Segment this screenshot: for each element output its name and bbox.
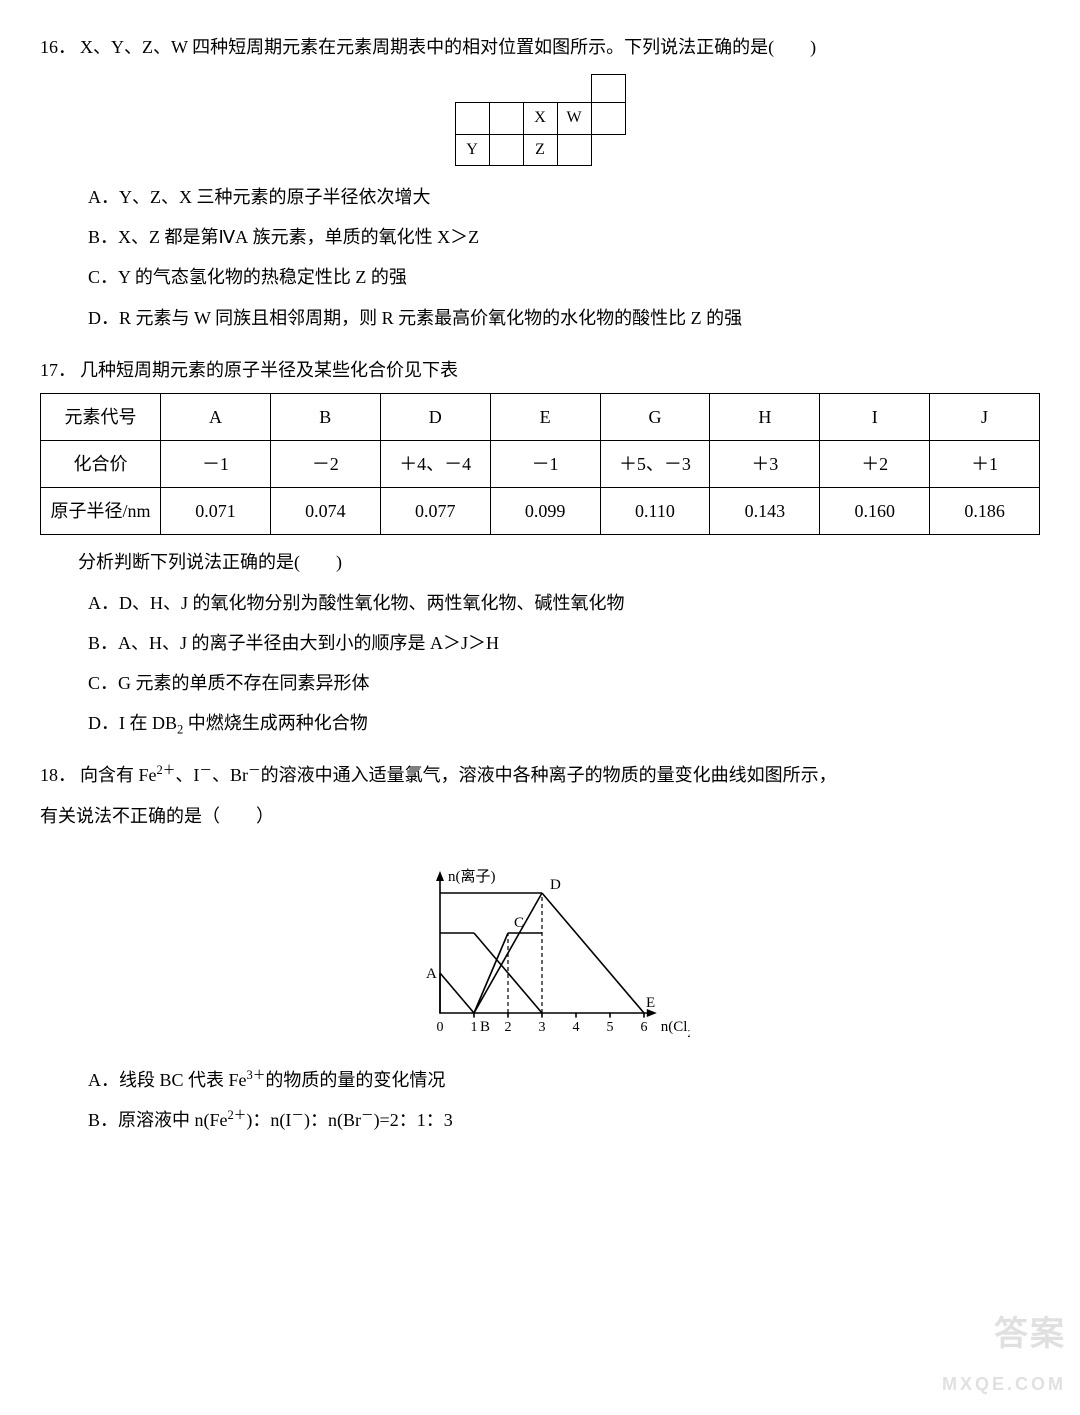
svg-text:4: 4	[573, 1020, 580, 1035]
q17-text: 几种短周期元素的原子半径及某些化合价见下表	[80, 353, 1040, 387]
cell-Y: Y	[455, 134, 489, 165]
q17-table: 元素代号 A B D E G H I J 化合价 －1 －2 ＋4、－4 －1 …	[40, 393, 1040, 536]
q16-option-C: C．Y 的气态氢化物的热稳定性比 Z 的强	[88, 260, 1040, 294]
q17-option-C: C．G 元素的单质不存在同素异形体	[88, 666, 1040, 700]
cell-X: X	[523, 103, 557, 134]
q16-option-B: B．X、Z 都是第ⅣA 族元素，单质的氧化性 X＞Z	[88, 220, 1040, 254]
q17-prompt: 分析判断下列说法正确的是( )	[78, 545, 1040, 579]
q17-stem: 17． 几种短周期元素的原子半径及某些化合价见下表	[40, 353, 1040, 387]
hdr-element-code: 元素代号	[41, 393, 161, 440]
q18-text: 向含有 Fe2＋、I－、Br－的溶液中通入适量氯气，溶液中各种离子的物质的量变化…	[80, 758, 1040, 792]
q16-option-D: D．R 元素与 W 同族且相邻周期，则 R 元素最高价氧化物的水化物的酸性比 Z…	[88, 301, 1040, 335]
q16-periodic-diagram: X W Y Z	[40, 74, 1040, 166]
q16-options: A．Y、Z、X 三种元素的原子半径依次增大 B．X、Z 都是第ⅣA 族元素，单质…	[40, 180, 1040, 335]
q17-header-row: 元素代号 A B D E G H I J	[41, 393, 1040, 440]
q17-options: 分析判断下列说法正确的是( ) A．D、H、J 的氧化物分别为酸性氧化物、两性氧…	[40, 545, 1040, 740]
svg-text:B: B	[480, 1019, 490, 1035]
q18-chart: 0 1 2 3 4 5 6 A B C D En(离子) n(Cl2)	[40, 845, 1040, 1045]
svg-text:A: A	[426, 966, 437, 982]
q17-option-D: D．I 在 DB2 中燃烧生成两种化合物	[88, 706, 1040, 740]
svg-text:3: 3	[539, 1020, 546, 1035]
q18-option-A: A．线段 BC 代表 Fe3＋的物质的量的变化情况	[88, 1063, 1040, 1097]
svg-text:2: 2	[505, 1020, 512, 1035]
q18-options: A．线段 BC 代表 Fe3＋的物质的量的变化情况 B．原溶液中 n(Fe2＋)…	[40, 1063, 1040, 1137]
svg-text:5: 5	[607, 1020, 614, 1035]
q17-radius-row: 原子半径/nm 0.071 0.074 0.077 0.099 0.110 0.…	[41, 488, 1040, 535]
question-17: 17． 几种短周期元素的原子半径及某些化合价见下表 元素代号 A B D E G…	[40, 353, 1040, 741]
q18-stem: 18． 向含有 Fe2＋、I－、Br－的溶液中通入适量氯气，溶液中各种离子的物质…	[40, 758, 1040, 792]
question-18: 18． 向含有 Fe2＋、I－、Br－的溶液中通入适量氯气，溶液中各种离子的物质…	[40, 758, 1040, 1137]
svg-text:D: D	[550, 877, 561, 893]
watermark: 答案 MXQE.COM	[942, 1302, 1066, 1401]
q17-option-A: A．D、H、J 的氧化物分别为酸性氧化物、两性氧化物、碱性氧化物	[88, 586, 1040, 620]
q18-option-B: B．原溶液中 n(Fe2＋)：n(I－)：n(Br－)=2：1：3	[88, 1103, 1040, 1137]
svg-text:1: 1	[471, 1020, 478, 1035]
watermark-line2: MXQE.COM	[942, 1367, 1066, 1401]
q17-valence-row: 化合价 －1 －2 ＋4、－4 －1 ＋5、－3 ＋3 ＋2 ＋1	[41, 441, 1040, 488]
q18-stem-line2: 有关说法不正确的是（ ）	[40, 799, 1040, 833]
cell-Z: Z	[523, 134, 557, 165]
cell-W: W	[557, 103, 591, 134]
svg-text:C: C	[514, 915, 524, 931]
svg-text:6: 6	[641, 1020, 648, 1035]
svg-text:n(Cl2): n(Cl2)	[661, 1019, 690, 1040]
q17-option-B: B．A、H、J 的离子半径由大到小的顺序是 A＞J＞H	[88, 626, 1040, 660]
q16-text: X、Y、Z、W 四种短周期元素在元素周期表中的相对位置如图所示。下列说法正确的是…	[80, 30, 1040, 64]
q17-number: 17．	[40, 353, 76, 387]
svg-text:E: E	[646, 995, 655, 1011]
q18-number: 18．	[40, 758, 76, 792]
question-16: 16． X、Y、Z、W 四种短周期元素在元素周期表中的相对位置如图所示。下列说法…	[40, 30, 1040, 335]
svg-text:n(离子): n(离子)	[448, 868, 496, 885]
svg-text:0: 0	[437, 1020, 444, 1035]
q16-stem: 16． X、Y、Z、W 四种短周期元素在元素周期表中的相对位置如图所示。下列说法…	[40, 30, 1040, 64]
watermark-line1: 答案	[942, 1302, 1066, 1367]
q16-number: 16．	[40, 30, 76, 64]
q16-option-A: A．Y、Z、X 三种元素的原子半径依次增大	[88, 180, 1040, 214]
